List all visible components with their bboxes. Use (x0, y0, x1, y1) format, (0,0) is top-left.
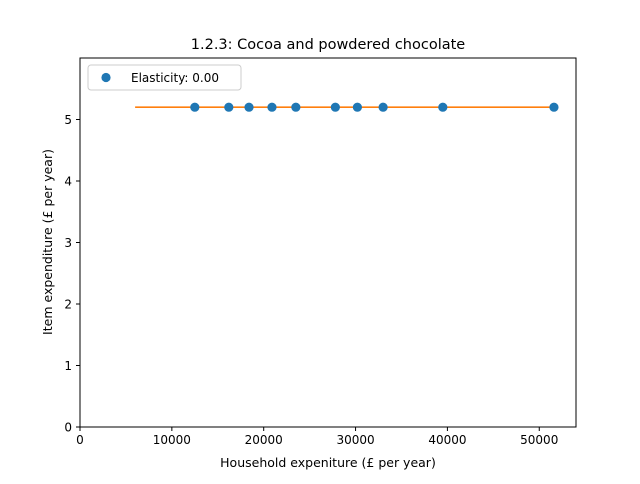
y-tick-label: 4 (64, 175, 72, 189)
data-point (190, 102, 200, 112)
chart-title: 1.2.3: Cocoa and powdered chocolate (191, 37, 466, 53)
legend-label: Elasticity: 0.00 (131, 71, 219, 85)
data-point (244, 102, 254, 112)
x-tick-label: 20000 (245, 433, 283, 447)
y-axis-label: Item expenditure (£ per year) (40, 149, 55, 335)
x-tick-label: 40000 (428, 433, 466, 447)
legend-box (87, 64, 242, 91)
y-tick-label: 2 (64, 298, 72, 312)
x-tick-label: 30000 (336, 433, 374, 447)
data-point (378, 102, 388, 112)
y-tick-label: 5 (64, 113, 72, 127)
x-tick-label: 0 (76, 433, 84, 447)
legend-marker (101, 72, 111, 83)
x-axis-label: Household expeniture (£ per year) (220, 455, 436, 470)
data-point (352, 102, 362, 112)
data-point (267, 102, 277, 112)
data-point (291, 102, 301, 112)
y-tick-label: 1 (64, 359, 72, 373)
data-point (330, 102, 340, 112)
x-tick-label: 10000 (153, 433, 191, 447)
data-point (549, 102, 559, 112)
plot-area: 0 10000 20000 30000 40000 50000 0 1 2 3 4 5 Elastici… (64, 57, 577, 447)
x-tick-label: 50000 (520, 433, 558, 447)
y-tick-label: 3 (64, 236, 72, 250)
data-point (438, 102, 448, 112)
y-tick-label: 0 (64, 421, 72, 435)
data-point (224, 102, 234, 112)
